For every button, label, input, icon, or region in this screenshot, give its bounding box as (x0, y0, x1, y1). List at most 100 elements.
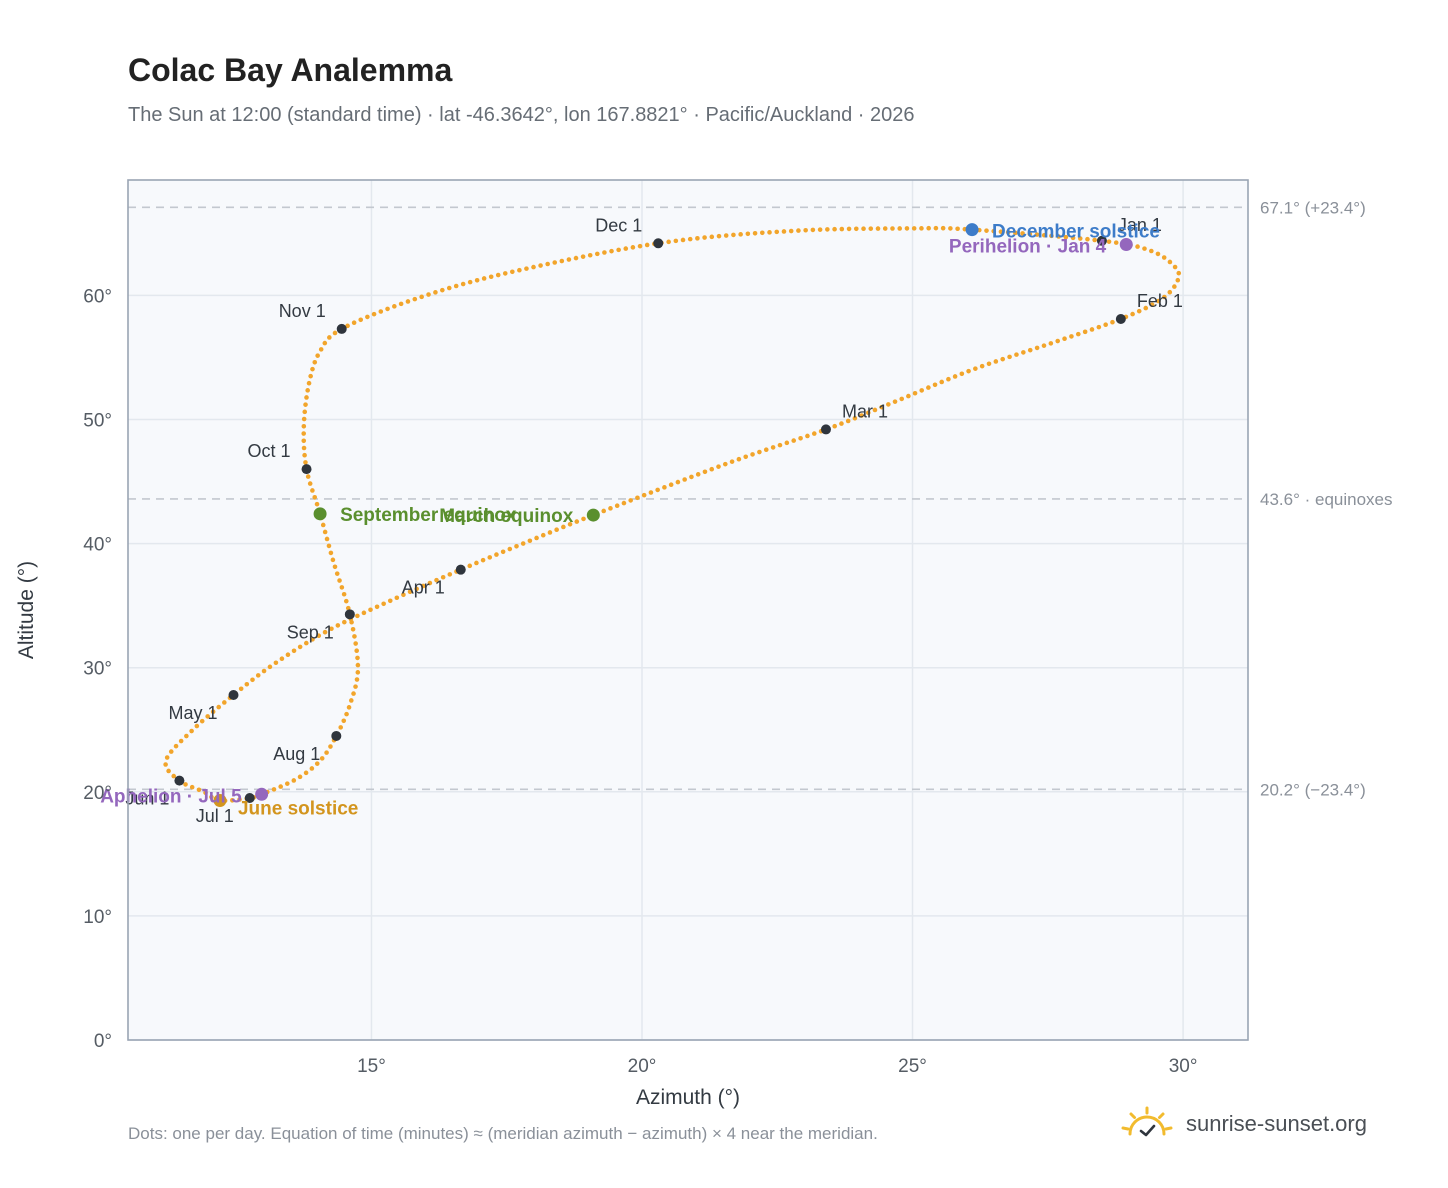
daily-dot (911, 226, 917, 231)
daily-dot (621, 500, 627, 506)
daily-dot (673, 238, 679, 244)
daily-dot (886, 402, 891, 407)
daily-dot (731, 232, 736, 238)
daily-dot (1106, 239, 1112, 244)
daily-dot (892, 399, 898, 404)
month-markers: Jan 1 Feb 1 Mar 1 Apr 1 May 1 Jun 1 Jul 1 Aug 1… (125, 215, 1183, 826)
daily-dot (314, 501, 320, 507)
daily-dot (306, 380, 312, 386)
daily-dot (832, 423, 837, 429)
daily-dot (1013, 230, 1018, 236)
daily-dot (210, 709, 216, 715)
footnote: Dots: one per day. Equation of time (min… (128, 1124, 878, 1143)
reference-line-label: 20.2° (−23.4°) (1260, 780, 1366, 799)
x-tick-label: 25° (898, 1056, 927, 1077)
daily-dot (222, 700, 227, 705)
daily-dot (1000, 356, 1006, 362)
daily-dot (324, 750, 329, 755)
daily-dot (285, 781, 290, 786)
daily-dot (316, 633, 322, 639)
daily-dot (796, 228, 801, 233)
daily-dot (315, 353, 320, 358)
daily-dot (1020, 231, 1025, 236)
event-label: September equinox (340, 505, 517, 526)
daily-dot (1082, 329, 1088, 335)
daily-dot (803, 227, 808, 233)
daily-dot (868, 226, 874, 231)
daily-dot (365, 314, 370, 320)
daily-dot (614, 503, 620, 509)
month-marker (228, 690, 239, 701)
daily-dot (507, 546, 513, 552)
daily-dot (846, 226, 852, 232)
daily-dot (273, 660, 279, 666)
daily-dot (297, 644, 303, 650)
y-tick-label: 50° (83, 411, 112, 432)
daily-dot (991, 228, 997, 234)
daily-dot (587, 252, 593, 258)
daily-dot (1089, 327, 1095, 332)
daily-dot (817, 227, 823, 232)
y-tick-label: 0° (94, 1031, 112, 1052)
daily-dot (919, 226, 924, 231)
daily-dot (348, 698, 354, 703)
daily-dot (662, 485, 667, 490)
daily-dot (1156, 298, 1161, 304)
daily-dot (310, 366, 315, 372)
daily-dot (1143, 305, 1149, 311)
daily-dot (689, 474, 694, 480)
daily-dot (500, 549, 506, 555)
daily-dot (567, 521, 573, 527)
y-tick-label: 10° (83, 907, 112, 928)
month-marker-label: Oct 1 (248, 441, 291, 461)
daily-dot (166, 768, 171, 774)
daily-dot (312, 495, 318, 500)
daily-dot (1162, 294, 1167, 300)
daily-dot (986, 361, 992, 367)
daily-dot (623, 246, 629, 251)
daily-dot (354, 677, 360, 682)
daily-dot (580, 254, 586, 259)
daily-dot (291, 778, 297, 783)
daily-dot (342, 619, 347, 625)
daily-dot (345, 323, 350, 329)
daily-dot (912, 390, 918, 396)
daily-dot (538, 263, 543, 268)
daily-dot (966, 368, 971, 374)
brand-logo[interactable]: sunrise-sunset.org (1118, 1102, 1367, 1146)
daily-dot (520, 541, 526, 546)
daily-dot (392, 304, 397, 309)
daily-dot (168, 749, 174, 754)
daily-dot (1142, 246, 1147, 251)
daily-dot (238, 686, 244, 692)
daily-dot (440, 574, 446, 580)
daily-dot (1062, 336, 1067, 342)
daily-dot (199, 718, 205, 724)
daily-dot (412, 296, 418, 302)
daily-dot (899, 396, 905, 402)
daily-dot (1005, 229, 1011, 235)
daily-dot (554, 527, 559, 533)
daily-dot (1155, 251, 1161, 257)
daily-dot (709, 466, 715, 472)
daily-dot (777, 442, 783, 448)
daily-dot (183, 782, 188, 787)
daily-dot (330, 557, 336, 563)
daily-dot (1077, 236, 1083, 241)
y-tick-label: 60° (83, 286, 112, 307)
daily-dot (534, 535, 539, 541)
daily-dot (1021, 350, 1026, 355)
daily-dot (666, 239, 671, 245)
daily-dot (811, 431, 817, 436)
daily-dot (839, 421, 844, 426)
daily-dot (702, 469, 708, 475)
daily-dot (1167, 289, 1173, 295)
daily-dot (378, 309, 384, 314)
y-tick-label: 20° (83, 783, 112, 804)
daily-dot (832, 226, 837, 232)
month-marker (653, 238, 664, 249)
daily-dot (1130, 311, 1135, 317)
daily-dot (305, 474, 311, 479)
daily-dot (904, 226, 910, 231)
